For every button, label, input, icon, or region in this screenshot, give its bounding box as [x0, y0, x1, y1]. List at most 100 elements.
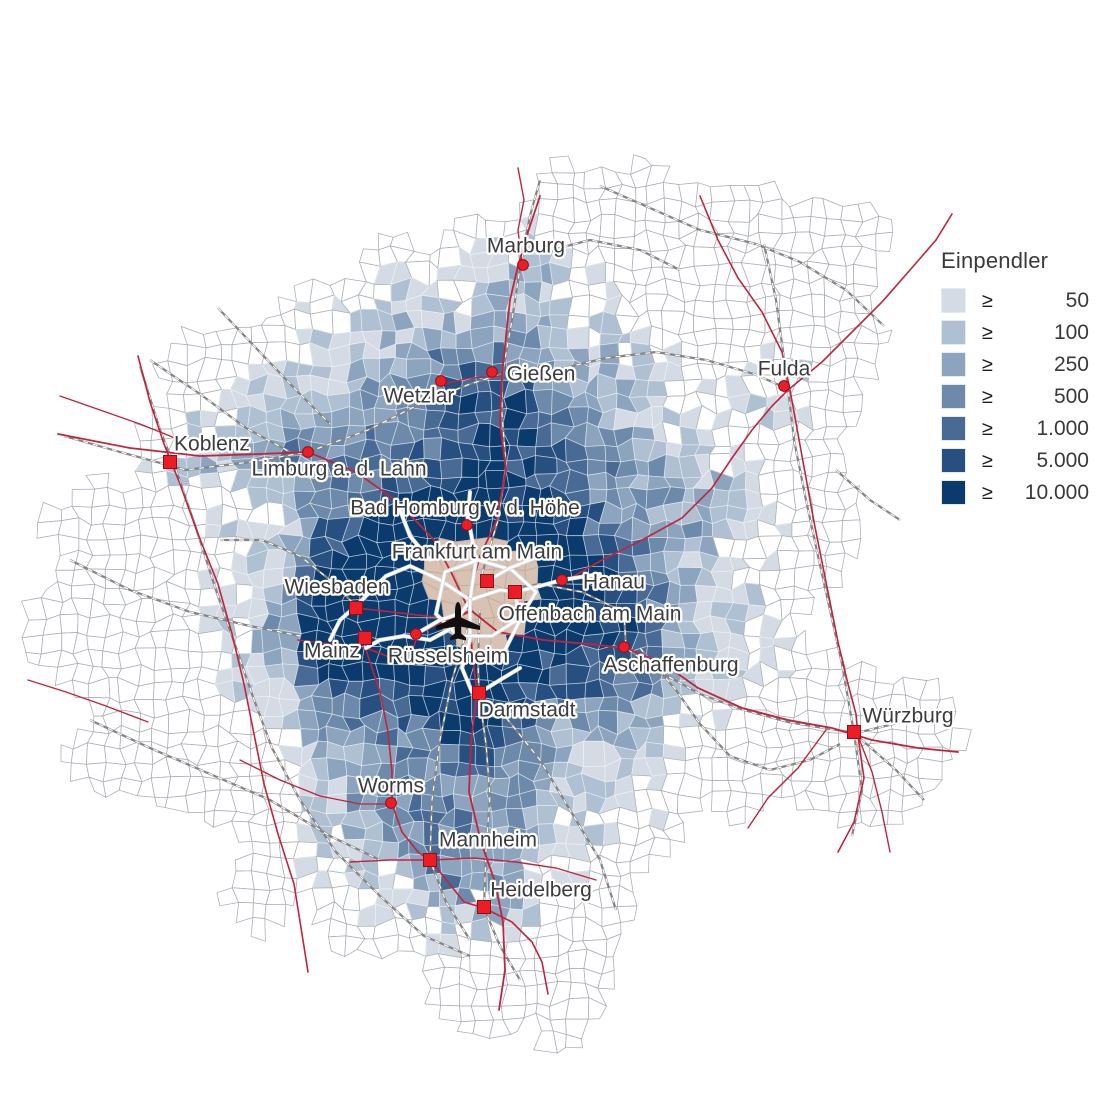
legend-value: 250 [1053, 353, 1089, 376]
city-marker-russelsheim [410, 628, 422, 640]
legend-row: ≥10.000 [941, 480, 1089, 505]
municipality-cell [86, 742, 107, 765]
municipality-cell [262, 715, 284, 730]
municipality-cell [661, 712, 681, 728]
municipality-cell [789, 596, 815, 615]
city-label-worms: Worms [358, 775, 424, 798]
city-marker-hanau [556, 574, 568, 586]
municipality-cell [726, 805, 746, 827]
motorway-network [27, 167, 959, 1011]
legend-swatch [941, 288, 966, 313]
railway-hatch [477, 607, 521, 981]
municipality-cell [845, 263, 855, 286]
local-road-path [354, 564, 472, 608]
legend-swatch [941, 480, 966, 505]
municipality-cell [582, 823, 606, 846]
railway-hatch [853, 732, 925, 801]
municipality-cell [439, 457, 463, 480]
legend-value: 1.000 [1036, 417, 1089, 440]
legend-swatch [941, 448, 966, 473]
legend-value: 5.000 [1036, 449, 1089, 472]
motorway-path [699, 195, 865, 853]
legend-swatch [941, 384, 966, 409]
municipality-cell [229, 709, 252, 736]
legend-operator: ≥ [982, 321, 993, 344]
city-marker-wiesbaden [349, 601, 363, 615]
municipality-cell [474, 745, 496, 768]
municipality-cell [661, 694, 682, 717]
municipality-cell [875, 231, 894, 252]
railway-hatch [217, 307, 331, 425]
legend-value: 10.000 [1024, 481, 1089, 504]
city-marker-frankfurt-am-main [480, 574, 494, 588]
municipality-cell [312, 411, 333, 429]
municipality-cell [597, 969, 615, 990]
municipality-cell [677, 794, 703, 815]
motorway-path [137, 355, 309, 973]
municipality-cell [122, 486, 144, 510]
city-marker-wetzlar [435, 375, 447, 387]
city-labels: Marburg Gießen Wetzlar Fulda KoblenzLimburg … [172, 232, 956, 904]
municipality-cell [605, 261, 616, 283]
legend-swatch [941, 416, 966, 441]
railway-path [835, 469, 901, 521]
municipality-cell [469, 938, 493, 956]
local-road-path [398, 508, 432, 562]
municipality-cell [469, 954, 491, 975]
city-marker-koblenz [163, 455, 177, 469]
municipality-cell [59, 613, 79, 634]
municipality-cell [566, 326, 590, 350]
municipality-cell [231, 870, 255, 890]
city-marker-worms [385, 797, 397, 809]
municipality-cell [711, 756, 729, 781]
municipality-cell [408, 684, 425, 697]
city-marker-bad-homburg-v-d-hohe [461, 519, 473, 531]
municipality-cell [91, 486, 110, 508]
municipality-cell [328, 935, 347, 958]
municipality-cell [629, 853, 650, 874]
city-markers [163, 259, 861, 914]
motorway-path [517, 167, 525, 265]
city-label-bad-homburg-v-d-hohe: Bad Homburg v. d. Höhe [350, 497, 580, 520]
legend-operator: ≥ [982, 289, 993, 312]
municipality-cell [523, 1002, 538, 1019]
municipality-cell [458, 744, 476, 766]
municipality-cell [199, 472, 223, 489]
motorway-path [297, 611, 471, 659]
railway-hatch [429, 619, 471, 941]
city-label-mannheim: Mannheim [439, 829, 537, 852]
motorway-path [59, 395, 181, 441]
municipality-cell [489, 954, 507, 975]
municipality-cell [71, 583, 96, 600]
city-label-limburg-a-d-lahn: Limburg a. d. Lahn [251, 458, 426, 481]
municipality-cell [599, 213, 616, 239]
city-label-wiesbaden: Wiesbaden [284, 576, 389, 599]
railway-hatch [89, 719, 381, 861]
motorway-path [857, 735, 891, 853]
municipality-cell [917, 757, 943, 781]
legend-operator: ≥ [982, 481, 993, 504]
city-marker-marburg [517, 259, 529, 271]
municipality-cell [153, 668, 173, 684]
municipality-cell [823, 565, 843, 588]
municipality-cell [85, 472, 110, 490]
municipality-cell [349, 308, 363, 333]
legend-operator: ≥ [982, 385, 993, 408]
municipality-cell [565, 997, 590, 1020]
city-label-aschaffenburg: Aschaffenburg [603, 654, 738, 677]
municipality-cell [663, 537, 686, 553]
municipality-cell [439, 743, 460, 764]
municipality-cell [439, 729, 462, 746]
municipality-cell [841, 519, 862, 543]
city-marker-fulda [778, 380, 790, 392]
municipality-cell [587, 471, 608, 491]
motorway-path [559, 213, 953, 585]
municipality-cell [500, 1004, 527, 1021]
municipality-cell [424, 987, 442, 1006]
municipality-cell [197, 629, 224, 653]
municipality-cell [744, 792, 764, 812]
municipality-cell [842, 410, 863, 428]
legend-operator: ≥ [982, 353, 993, 376]
municipality-cell [712, 283, 727, 303]
